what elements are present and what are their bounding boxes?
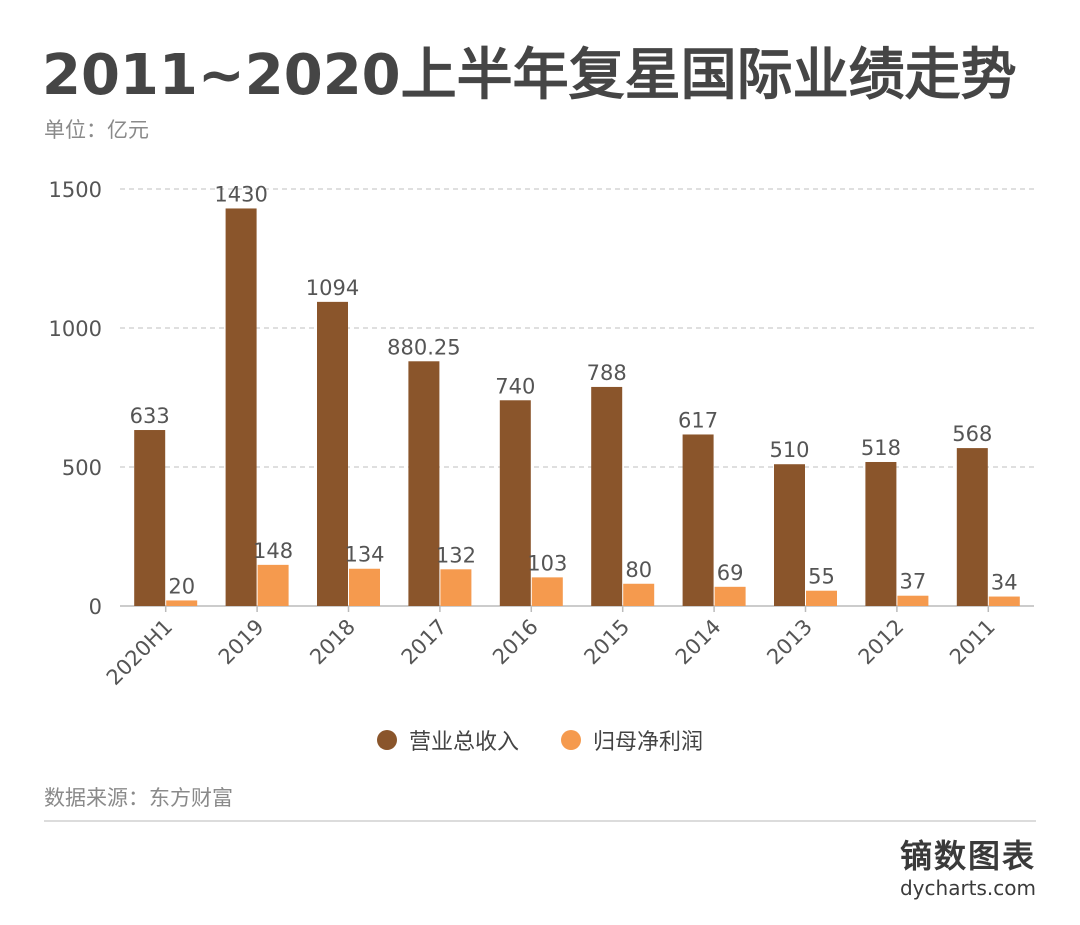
- unit-label: 单位：亿元: [44, 118, 149, 142]
- value-label-revenue: 740: [495, 374, 535, 398]
- value-label-profit: 55: [808, 565, 835, 589]
- value-label-revenue: 880.25: [387, 335, 460, 359]
- bar-profit: [257, 564, 289, 606]
- chart-title: 2011~2020上半年复星国际业绩走势: [42, 43, 1017, 108]
- bar-chart: 0 500 1000 1500 633 20 2020H1 1430 148 2019 1094 13…: [49, 178, 1034, 690]
- bar-profit: [531, 577, 563, 606]
- bar-revenue: [499, 400, 531, 606]
- value-label-revenue: 568: [952, 422, 992, 446]
- x-tick-label: 2011: [945, 615, 1000, 670]
- value-label-revenue: 788: [587, 361, 627, 385]
- bar-profit: [806, 590, 837, 606]
- bar-revenue: [682, 434, 714, 606]
- bar-revenue: [134, 430, 166, 606]
- y-tick-label: 1500: [49, 178, 102, 202]
- bar-profit: [714, 586, 746, 606]
- value-label-revenue: 1430: [214, 182, 267, 206]
- bar-revenue: [225, 208, 257, 606]
- value-label-revenue: 1094: [306, 276, 359, 300]
- value-label-profit: 134: [344, 543, 384, 567]
- value-label-profit: 132: [436, 543, 476, 567]
- legend-label-profit: 归母净利润: [593, 730, 704, 755]
- legend: 营业总收入 归母净利润: [0, 724, 1080, 756]
- bar-revenue: [408, 361, 440, 606]
- value-label-profit: 37: [900, 570, 927, 594]
- value-label-revenue: 518: [861, 436, 901, 460]
- value-label-revenue: 633: [130, 404, 170, 428]
- legend-item-revenue[interactable]: 营业总收入: [376, 724, 519, 756]
- brand-logo: 镝数图表 dycharts.com: [900, 836, 1036, 900]
- bar-profit: [349, 568, 380, 606]
- bar-profit: [440, 569, 472, 606]
- legend-swatch-revenue: [376, 730, 397, 750]
- bar-profit: [166, 600, 198, 606]
- brand-name: 镝数图表: [899, 837, 1036, 875]
- x-tick-label: 2020H1: [102, 615, 177, 690]
- x-tick-label: 2016: [488, 615, 543, 670]
- legend-item-profit[interactable]: 归母净利润: [561, 724, 703, 756]
- bar-revenue: [317, 301, 348, 606]
- value-label-profit: 34: [991, 571, 1018, 595]
- x-tick-label: 2014: [671, 615, 726, 670]
- footer-divider: [44, 820, 1036, 822]
- y-tick-label: 1000: [49, 317, 102, 341]
- brand-site: dycharts.com: [899, 876, 1036, 900]
- x-tick-label: 2017: [397, 615, 452, 670]
- bar-profit: [988, 596, 1020, 606]
- x-tick-label: 2013: [762, 615, 817, 670]
- x-tick-label: 2018: [305, 615, 360, 670]
- y-tick-label: 500: [62, 456, 102, 480]
- legend-swatch-profit: [561, 730, 581, 750]
- legend-label-revenue: 营业总收入: [408, 730, 519, 755]
- bar-profit: [897, 595, 929, 606]
- x-tick-label: 2015: [579, 615, 634, 670]
- value-label-revenue: 510: [769, 438, 809, 462]
- value-label-profit: 20: [168, 574, 195, 598]
- x-tick-label: 2019: [214, 615, 269, 670]
- value-label-revenue: 617: [678, 408, 718, 432]
- value-label-profit: 103: [527, 551, 567, 575]
- value-label-profit: 80: [625, 558, 652, 582]
- bar-profit: [623, 583, 655, 606]
- data-source: 数据来源：东方财富: [44, 786, 233, 810]
- value-label-profit: 69: [717, 561, 744, 585]
- bar-revenue: [865, 461, 897, 606]
- bar-revenue: [591, 386, 623, 606]
- value-label-profit: 148: [253, 539, 293, 563]
- bar-revenue: [774, 464, 805, 606]
- y-tick-label: 0: [89, 595, 102, 619]
- bar-revenue: [956, 448, 988, 606]
- x-tick-label: 2012: [854, 615, 909, 670]
